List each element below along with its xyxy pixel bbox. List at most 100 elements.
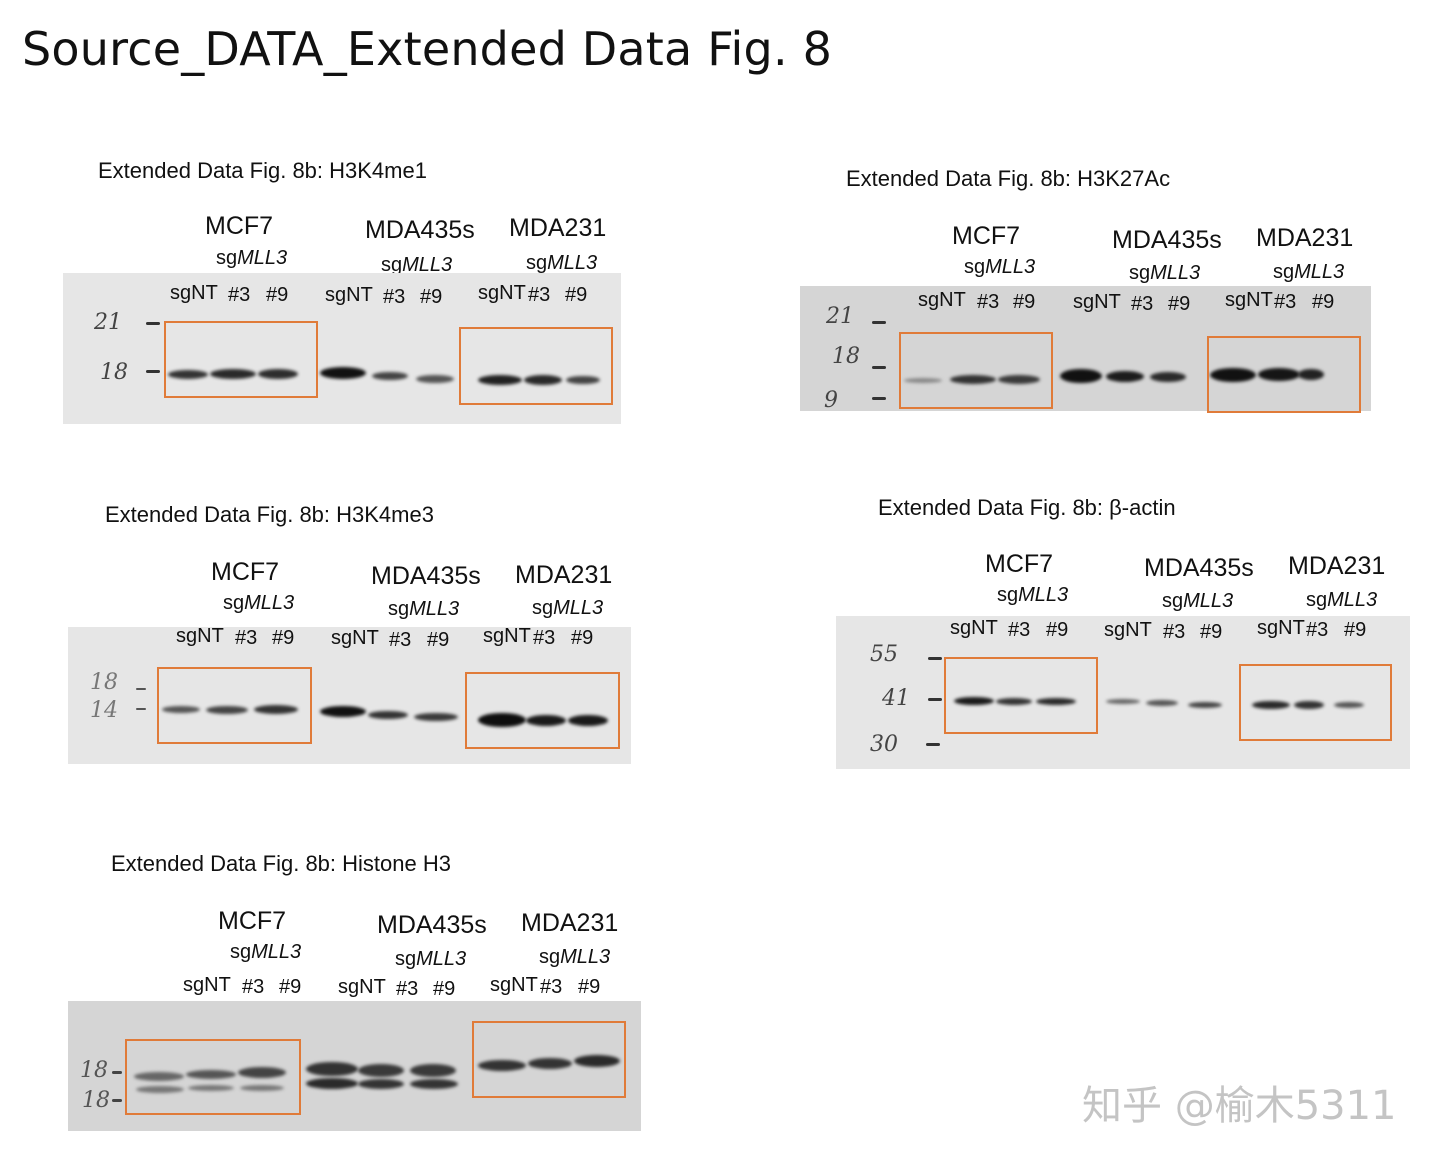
band xyxy=(1252,701,1290,709)
highlight-box-mcf7 xyxy=(157,667,312,744)
lane-label: #9 xyxy=(1013,291,1036,313)
band xyxy=(1150,372,1186,382)
cell-line-mcf7: MCF7 xyxy=(211,558,280,586)
band xyxy=(954,697,994,705)
lane-label: sgNT xyxy=(325,284,373,306)
band xyxy=(478,375,522,385)
band xyxy=(320,367,366,379)
highlight-box-mcf7 xyxy=(899,332,1053,409)
band xyxy=(210,369,256,379)
band xyxy=(134,1072,184,1081)
lane-label: sgNT xyxy=(338,976,386,998)
lane-label: sgNT xyxy=(331,627,379,649)
highlight-box-mda231 xyxy=(459,327,613,405)
marker-tick xyxy=(112,1099,122,1102)
lane-label: sgNT xyxy=(1257,617,1305,639)
page-title: Source_DATA_Extended Data Fig. 8 xyxy=(22,22,833,76)
band xyxy=(526,715,566,726)
band xyxy=(1188,702,1222,708)
lane-label: #3 xyxy=(540,976,563,998)
lane-label: #3 xyxy=(235,627,258,649)
marker-tick xyxy=(112,1071,122,1074)
cell-line-mda435s: MDA435s xyxy=(365,216,475,244)
band xyxy=(358,1064,404,1077)
band xyxy=(414,713,458,721)
mw-marker: 21 xyxy=(826,304,854,329)
band xyxy=(950,375,996,384)
mw-marker: 14 xyxy=(90,698,118,723)
lane-label: #3 xyxy=(389,629,412,651)
lane-label: #9 xyxy=(565,284,588,306)
lane-label: #9 xyxy=(272,627,295,649)
cell-line-mda435s: MDA435s xyxy=(1112,226,1222,254)
band xyxy=(188,1085,234,1091)
lane-label: #9 xyxy=(1046,619,1069,641)
lane-label: #3 xyxy=(528,284,551,306)
sg-label: sgMLL3 xyxy=(1162,590,1234,612)
sg-label: sgMLL3 xyxy=(526,252,598,274)
band xyxy=(1146,700,1178,706)
mw-marker: 21 xyxy=(94,310,122,335)
lane-label: #9 xyxy=(1344,619,1367,641)
watermark: 知乎 @榆木5311 xyxy=(1082,1083,1397,1129)
mw-marker: 30 xyxy=(870,732,898,757)
mw-marker: 18 xyxy=(90,670,118,695)
lane-label: #9 xyxy=(1312,291,1335,313)
band xyxy=(904,378,942,383)
mw-marker: 18 xyxy=(82,1088,110,1113)
blot-image xyxy=(800,286,1371,411)
lane-label: sgNT xyxy=(176,625,224,647)
panel-caption: Extended Data Fig. 8b: β-actin xyxy=(878,495,1176,520)
band xyxy=(1298,369,1324,380)
panel-caption: Extended Data Fig. 8b: Histone H3 xyxy=(111,851,451,876)
lane-label: #3 xyxy=(383,286,406,308)
band xyxy=(996,698,1032,705)
lane-label: #3 xyxy=(1306,619,1329,641)
mw-marker: 9 xyxy=(824,388,838,413)
sg-label: sgMLL3 xyxy=(230,941,302,963)
band xyxy=(410,1079,458,1089)
band xyxy=(574,1055,620,1067)
marker-tick xyxy=(146,322,160,325)
highlight-box-mda231 xyxy=(465,672,620,749)
band xyxy=(168,370,208,379)
lane-label: #9 xyxy=(1168,293,1191,315)
sg-label: sgMLL3 xyxy=(1306,589,1378,611)
sg-label: sgMLL3 xyxy=(997,584,1069,606)
lane-label: #3 xyxy=(242,976,265,998)
band xyxy=(136,1086,184,1093)
sg-label: sgMLL3 xyxy=(964,256,1036,278)
lane-label: #3 xyxy=(228,284,251,306)
panel-caption: Extended Data Fig. 8b: H3K4me1 xyxy=(98,158,427,183)
lane-label: #3 xyxy=(396,978,419,1000)
sg-label: sgMLL3 xyxy=(216,247,288,269)
sg-label: sgMLL3 xyxy=(381,254,453,276)
mw-marker: 18 xyxy=(100,360,128,385)
band xyxy=(238,1067,286,1078)
lane-label: sgNT xyxy=(950,617,998,639)
band xyxy=(1036,698,1076,705)
lane-label: #9 xyxy=(1200,621,1223,643)
highlight-box-mda231 xyxy=(1207,336,1361,413)
lane-label: #3 xyxy=(1274,291,1297,313)
band xyxy=(566,376,600,384)
mw-marker: 18 xyxy=(832,344,860,369)
band xyxy=(258,369,298,379)
marker-tick xyxy=(928,657,942,660)
band xyxy=(186,1070,236,1079)
marker-tick xyxy=(872,366,886,369)
lane-label: sgNT xyxy=(183,974,231,996)
marker-tick xyxy=(928,698,942,701)
band xyxy=(162,706,200,713)
sg-label: sgMLL3 xyxy=(1129,262,1201,284)
band xyxy=(240,1085,284,1091)
lane-label: #9 xyxy=(266,284,289,306)
sg-label: sgMLL3 xyxy=(388,598,460,620)
lane-label: #3 xyxy=(1131,293,1154,315)
highlight-box-mcf7 xyxy=(125,1039,301,1115)
band xyxy=(320,706,366,717)
band xyxy=(1106,699,1140,704)
sg-label: sgMLL3 xyxy=(539,946,611,968)
band xyxy=(206,706,248,714)
lane-label: #9 xyxy=(420,286,443,308)
